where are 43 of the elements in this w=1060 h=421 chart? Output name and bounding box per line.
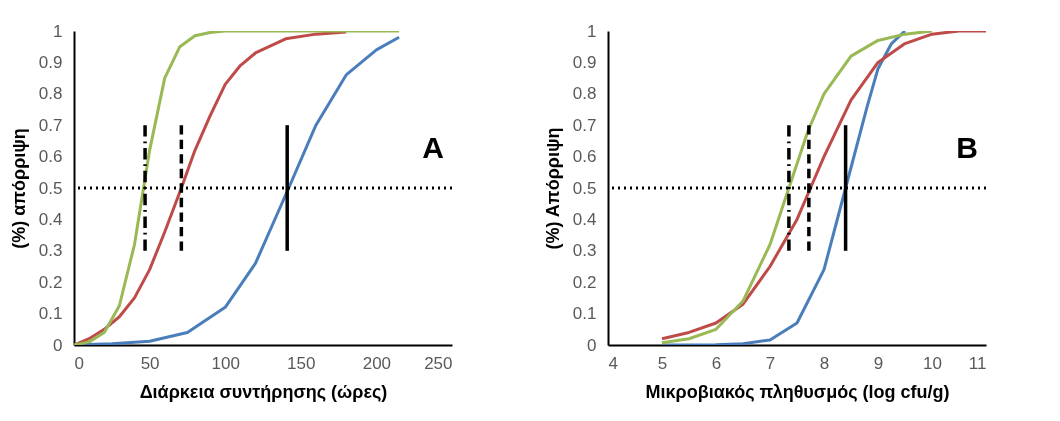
y-tick-label: 0.9 xyxy=(38,52,63,72)
y-tick-label: 0.8 xyxy=(572,84,597,104)
x-tick-label: 50 xyxy=(140,353,160,373)
x-tick-label: 0 xyxy=(74,353,84,373)
y-tick-label: 0.6 xyxy=(38,147,63,167)
y-axis-title: (%) απόρριψη xyxy=(8,128,29,249)
y-tick-label: 0.2 xyxy=(572,272,597,292)
y-tick-label: 0.1 xyxy=(572,304,597,324)
x-tick-label: 5 xyxy=(657,353,668,373)
line-series xyxy=(660,31,986,341)
y-tick-label: 0.3 xyxy=(572,241,597,261)
y-tick-label: 0.5 xyxy=(572,178,597,198)
y-tick-label: 1 xyxy=(587,21,597,41)
x-tick-label: 150 xyxy=(287,353,316,373)
x-tick-label: 8 xyxy=(819,353,830,373)
x-axis-title: Μικροβιακός πληθυσμός (log cfu/g) xyxy=(645,381,950,402)
y-tick-label: 0.6 xyxy=(572,147,597,167)
x-tick-label: 200 xyxy=(362,353,392,373)
y-tick-label: 0.5 xyxy=(38,178,63,198)
x-tick-label: 7 xyxy=(765,353,776,373)
y-tick-label: 0 xyxy=(587,335,597,355)
y-tick-label: 0.3 xyxy=(38,241,63,261)
x-tick-label: 10 xyxy=(923,353,942,373)
x-tick-label: 6 xyxy=(711,353,722,373)
annotation: B xyxy=(956,131,978,164)
y-axis-title: (%) Απόρριψη xyxy=(542,127,563,250)
y-tick-label: 0.4 xyxy=(572,209,597,229)
x-axis-title: Διάρκεια συντήρησης (ώρες) xyxy=(139,381,388,402)
annotation: A xyxy=(422,131,444,164)
y-tick-label: 0.7 xyxy=(38,115,63,135)
y-tick-label: 0 xyxy=(53,335,63,355)
y-tick-label: 0.8 xyxy=(38,84,63,104)
x-tick-label: 9 xyxy=(873,353,884,373)
y-tick-label: 0.4 xyxy=(38,209,63,229)
y-tick-label: 0.9 xyxy=(572,52,597,72)
y-tick-label: 1 xyxy=(53,21,63,41)
x-tick-label: 100 xyxy=(211,353,240,373)
x-tick-label: 11 xyxy=(968,353,987,373)
x-tick-label: 250 xyxy=(424,353,453,373)
y-tick-label: 0.1 xyxy=(38,304,63,324)
y-tick-label: 0.7 xyxy=(572,115,597,135)
x-tick-label: 4 xyxy=(608,353,618,373)
y-tick-label: 0.2 xyxy=(38,272,63,292)
